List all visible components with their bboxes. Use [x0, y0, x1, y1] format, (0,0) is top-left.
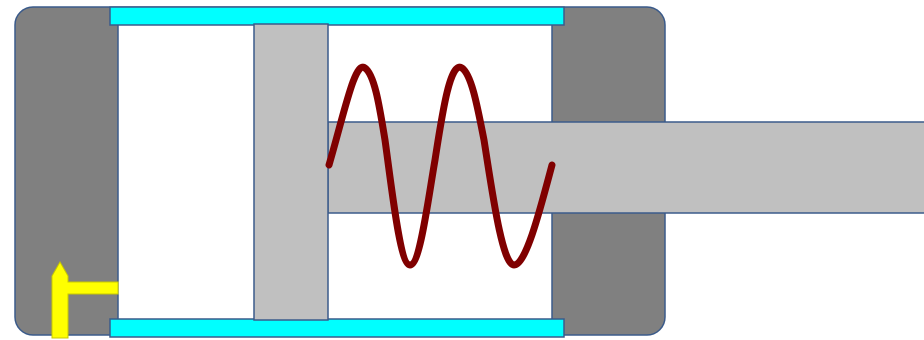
piston-rod	[327, 121, 924, 214]
cylinder-barrel-bottom-wall	[109, 318, 565, 338]
piston	[253, 23, 329, 321]
air-port	[51, 260, 119, 339]
return-spring	[325, 63, 556, 269]
cylinder-barrel-top-wall	[109, 6, 565, 26]
